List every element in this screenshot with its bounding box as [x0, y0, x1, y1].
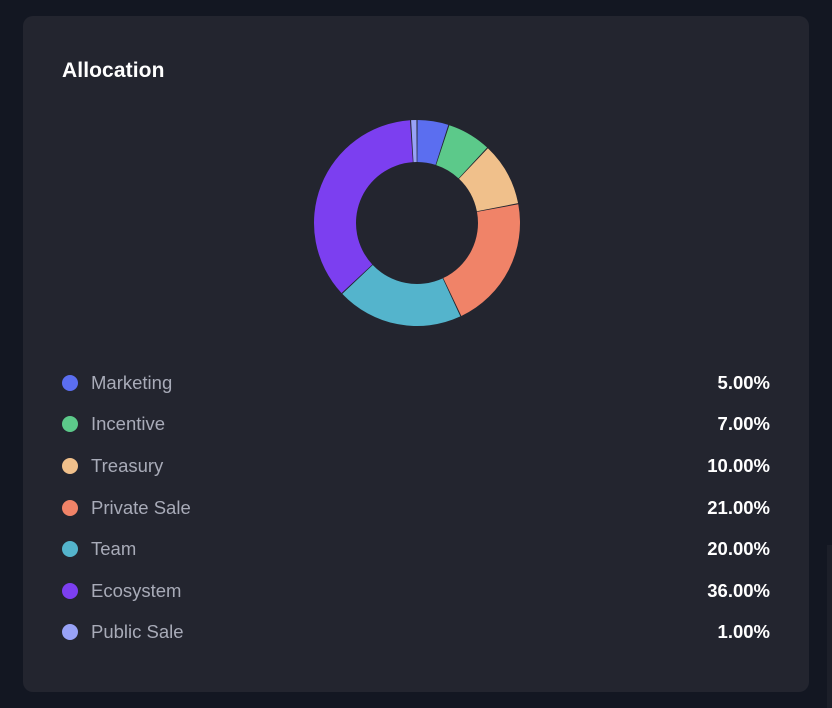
donut-chart: [314, 120, 520, 326]
legend-label: Private Sale: [91, 496, 191, 518]
legend-label: Treasury: [91, 454, 164, 476]
legend: Marketing 5.00% Incentive 7.00% Treasury 10.0…: [62, 362, 770, 653]
slice-team[interactable]: [342, 264, 461, 326]
legend-dot: [62, 582, 78, 599]
legend-dot: [62, 374, 78, 391]
legend-item-ecosystem[interactable]: Ecosystem 36.00%: [62, 570, 770, 612]
legend-label: Incentive: [91, 413, 166, 435]
card-title: Allocation: [62, 59, 165, 82]
slice-treasury[interactable]: [458, 148, 519, 212]
legend-label: Public Sale: [91, 621, 184, 643]
slice-marketing[interactable]: [417, 120, 449, 165]
legend-label: Ecosystem: [91, 579, 182, 601]
legend-value: 36.00%: [707, 579, 770, 601]
legend-dot: [62, 624, 78, 641]
legend-dot: [62, 457, 78, 474]
legend-item-marketing[interactable]: Marketing 5.00%: [62, 362, 770, 404]
slice-private-sale[interactable]: [443, 204, 520, 316]
donut-slices: [314, 120, 520, 326]
legend-label: Marketing: [91, 371, 173, 393]
legend-dot: [62, 499, 78, 516]
legend-item-public-sale[interactable]: Public Sale 1.00%: [62, 612, 770, 654]
slice-incentive[interactable]: [436, 125, 488, 179]
legend-item-incentive[interactable]: Incentive 7.00%: [62, 404, 770, 446]
legend-dot: [62, 541, 78, 558]
legend-value: 7.00%: [717, 413, 770, 435]
slice-ecosystem[interactable]: [314, 120, 413, 294]
legend-item-treasury[interactable]: Treasury 10.00%: [62, 445, 770, 487]
legend-value: 20.00%: [707, 538, 770, 560]
legend-item-private-sale[interactable]: Private Sale 21.00%: [62, 487, 770, 529]
allocation-card: Allocation Marketing 5.00% Incentive 7.00% T…: [23, 16, 809, 692]
adjacent-panel-edge: [827, 545, 832, 708]
slice-public-sale[interactable]: [411, 120, 417, 163]
legend-label: Team: [91, 538, 137, 560]
legend-item-team[interactable]: Team 20.00%: [62, 528, 770, 570]
legend-dot: [62, 416, 78, 433]
legend-value: 21.00%: [707, 496, 770, 518]
legend-value: 1.00%: [717, 621, 770, 643]
legend-value: 10.00%: [707, 454, 770, 476]
legend-value: 5.00%: [717, 371, 770, 393]
